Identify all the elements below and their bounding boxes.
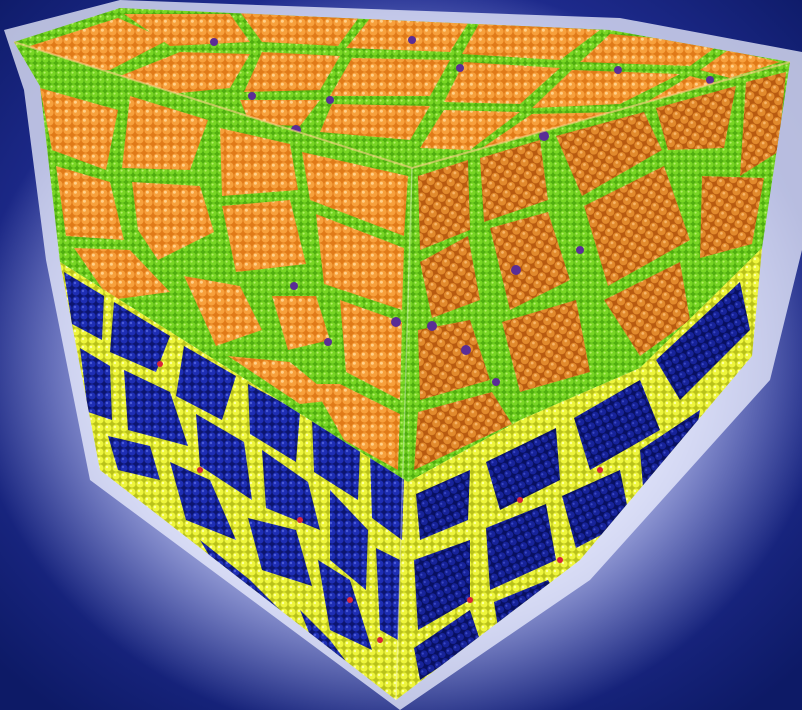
front-left-face-upper xyxy=(14,42,412,482)
left-lower-grains xyxy=(64,272,404,680)
left-upper-grains xyxy=(40,88,408,470)
front-right-face-upper xyxy=(408,62,790,482)
right-upper-grains xyxy=(414,72,786,470)
front-left-face-lower xyxy=(60,262,408,700)
top-face xyxy=(14,8,790,168)
top-face-grains xyxy=(30,12,780,150)
